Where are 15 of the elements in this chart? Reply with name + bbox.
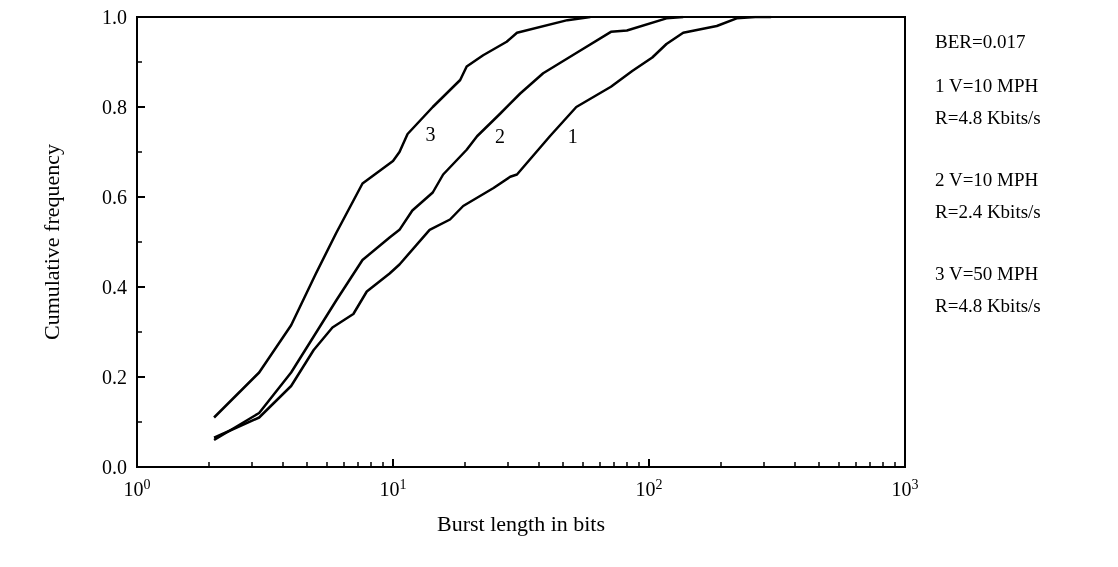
text: 3 V=50 MPH R=4.8 Kbits/s (935, 262, 1041, 316)
y-tick-label: 0.6 (102, 186, 127, 208)
text: 1 V=10 MPH R=4.8 Kbits/s (935, 74, 1041, 128)
text: BER=0.017 (935, 30, 1026, 52)
series-label: 3 (425, 123, 436, 145)
y-axis-title: Cumulative frequency (38, 143, 64, 341)
y-tick-label: 0.4 (102, 276, 127, 298)
y-tick-label: 0.0 (102, 456, 127, 478)
y-tick-label: 1.0 (102, 6, 127, 28)
series-label: 1 (567, 125, 578, 148)
y-tick-label: 0.8 (102, 96, 127, 118)
text: 2 V=10 MPH R=2.4 Kbits/s (935, 168, 1041, 222)
x-axis-title: Burst length in bits (436, 510, 606, 536)
series-label: 2 (495, 125, 506, 148)
y-tick-label: 0.2 (102, 366, 127, 388)
